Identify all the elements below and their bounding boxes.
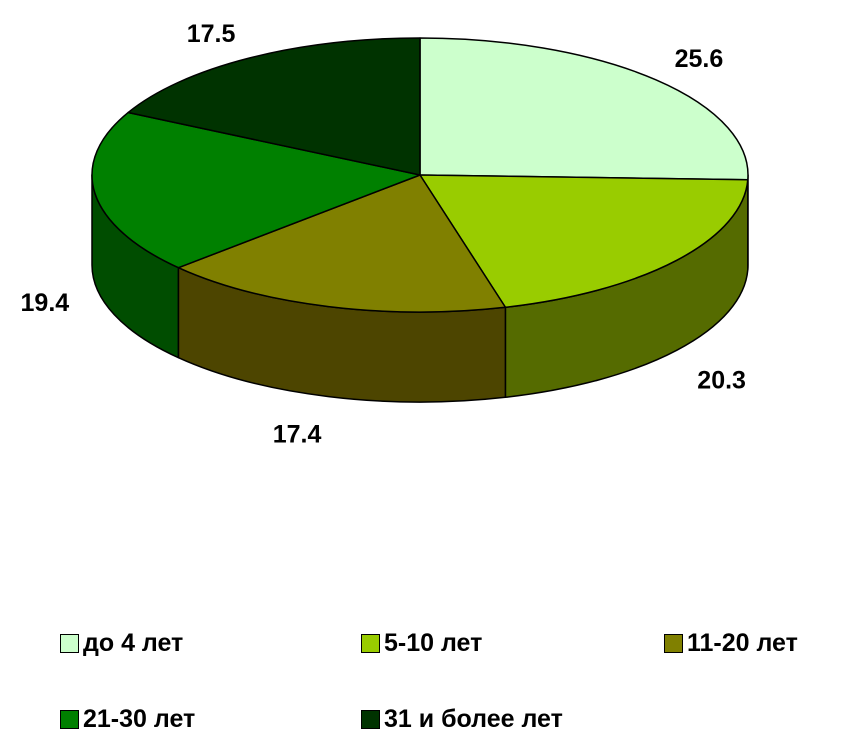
pie-slice-0 xyxy=(419,37,749,181)
pie-slice-3 xyxy=(91,111,421,269)
pie-slice-4 xyxy=(127,37,421,176)
value-label-3: 19.4 xyxy=(21,289,70,317)
value-label-2: 17.4 xyxy=(273,420,322,448)
pie-top-slices xyxy=(91,37,749,313)
value-label-1: 20.3 xyxy=(697,367,746,395)
pie-sides xyxy=(91,174,749,403)
value-label-4: 17.5 xyxy=(187,20,236,48)
pie-slice-1 xyxy=(419,174,749,309)
value-label-0: 25.6 xyxy=(675,45,724,73)
pie-slice-2 xyxy=(177,174,507,313)
pie-value-labels: 25.6 20.3 17.4 19.4 17.5 xyxy=(21,20,746,448)
